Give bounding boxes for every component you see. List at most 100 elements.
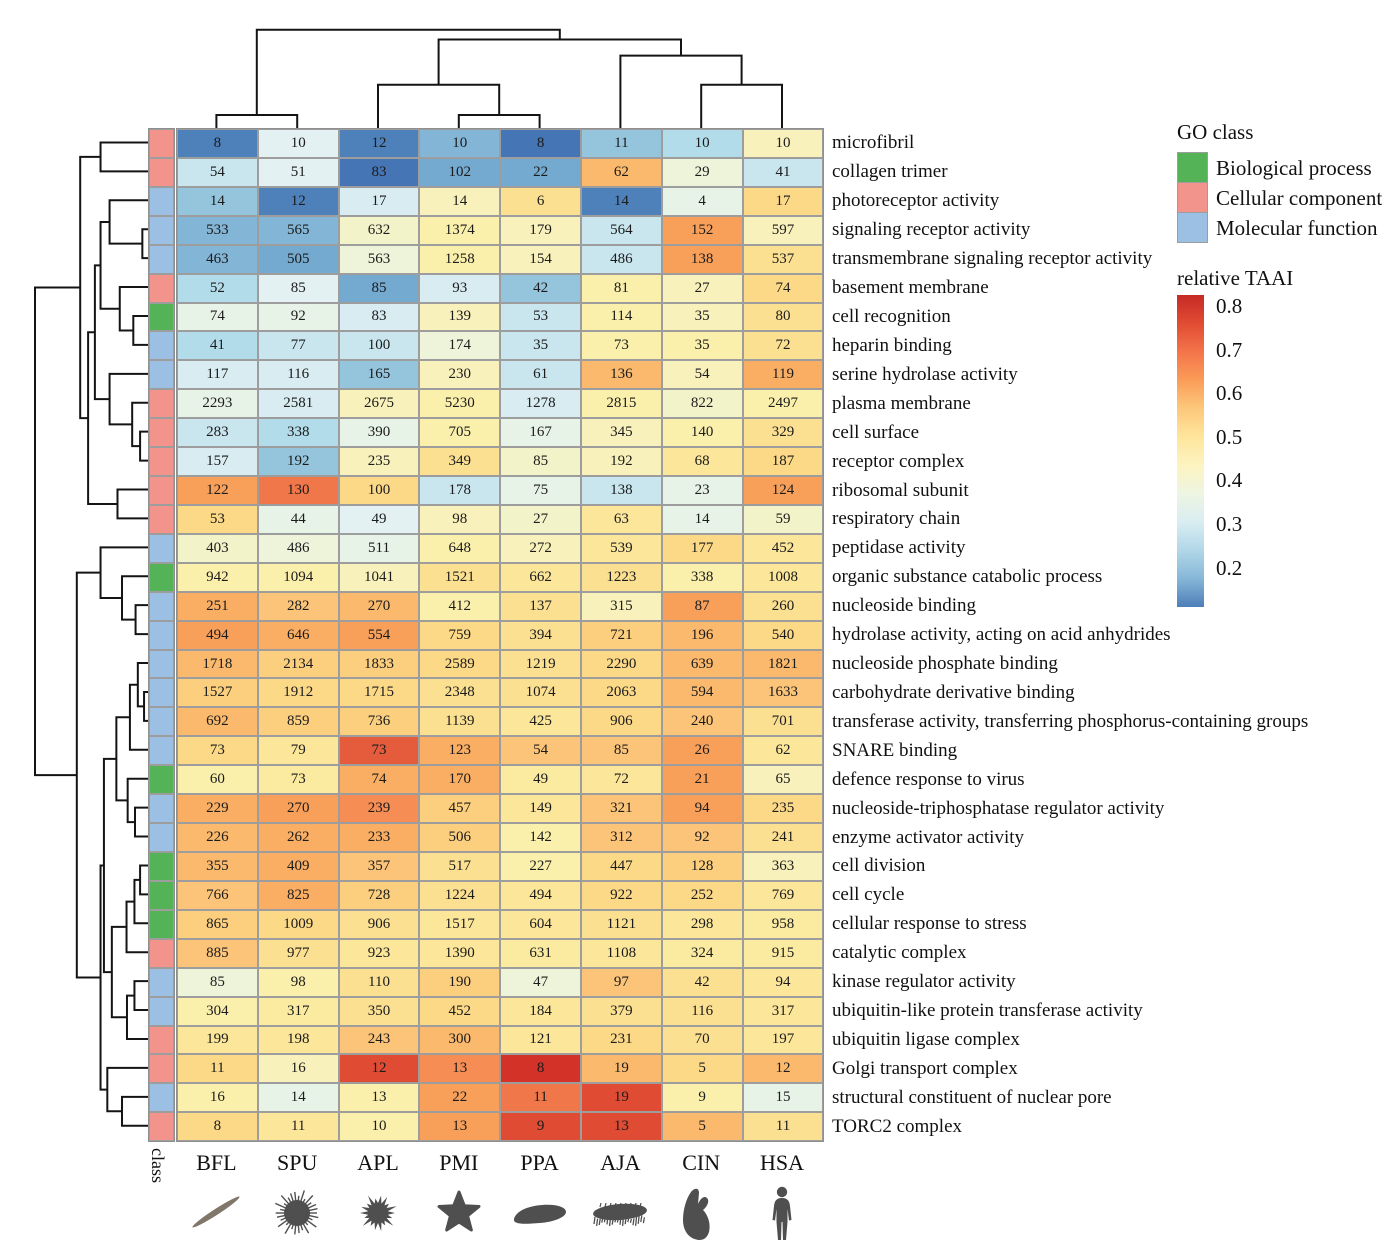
heatmap-cell: 317 xyxy=(257,996,339,1026)
heatmap-cell: 338 xyxy=(661,562,743,592)
heatmap-cell: 192 xyxy=(580,447,662,477)
heatmap-cell: 338 xyxy=(257,418,339,448)
heatmap-cell: 17 xyxy=(742,186,824,216)
heatmap-cell: 53 xyxy=(500,302,581,332)
column-dendrogram xyxy=(215,28,783,128)
heatmap-cell: 11 xyxy=(257,1112,339,1142)
row-label: kinase regulator activity xyxy=(832,971,1016,993)
heatmap-cell: 142 xyxy=(500,823,581,852)
heatmap-cell: 240 xyxy=(661,707,743,737)
heatmap-cell: 11 xyxy=(500,1083,581,1113)
heatmap-cell: 27 xyxy=(661,273,743,303)
heatmap-cell: 137 xyxy=(500,591,581,621)
heatmap-cell: 272 xyxy=(500,533,581,563)
heatmap-cell: 2497 xyxy=(742,389,824,419)
heatmap-cell: 235 xyxy=(338,447,420,477)
heatmap-cell: 54 xyxy=(661,360,743,390)
heatmap-cell: 149 xyxy=(500,794,581,824)
heatmap-cell: 61 xyxy=(500,360,581,390)
heatmap-cell: 425 xyxy=(500,707,581,737)
heatmap-cell: 116 xyxy=(257,360,339,390)
class-strip-cell xyxy=(149,244,174,274)
legend-swatch-cc xyxy=(1177,182,1208,213)
class-strip-cell xyxy=(149,1112,174,1142)
heatmap-cell: 62 xyxy=(742,736,824,766)
heatmap-cell: 73 xyxy=(177,736,258,766)
heatmap-cell: 825 xyxy=(257,880,339,910)
heatmap-cell: 1912 xyxy=(257,678,339,708)
heatmap-cell: 11 xyxy=(177,1054,258,1084)
column-label-pmi: PMI xyxy=(439,1150,479,1175)
heatmap-cell: 705 xyxy=(419,418,501,448)
heatmap-cell: 463 xyxy=(177,244,258,274)
heatmap-cell: 554 xyxy=(338,620,420,650)
heatmap-cell: 49 xyxy=(500,765,581,795)
heatmap-cell: 540 xyxy=(742,620,824,650)
row-label: photoreceptor activity xyxy=(832,190,1000,212)
heatmap-cell: 74 xyxy=(177,302,258,332)
heatmap-cell: 49 xyxy=(338,504,420,534)
heatmap-cell: 47 xyxy=(500,967,581,997)
heatmap-cell: 282 xyxy=(257,591,339,621)
spiky-sea-cucumber-icon xyxy=(593,1202,648,1227)
heatmap-cell: 42 xyxy=(661,967,743,997)
heatmap-cell: 122 xyxy=(177,476,258,505)
heatmap-cell: 447 xyxy=(580,851,662,881)
colorbar-tick: 0.2 xyxy=(1216,555,1243,580)
class-strip-cell xyxy=(149,620,174,650)
legend-label: Biological process xyxy=(1216,156,1372,180)
column-label-hsa: HSA xyxy=(759,1150,804,1175)
heatmap-cell: 85 xyxy=(177,967,258,997)
class-strip-cell xyxy=(149,938,174,968)
heatmap-cell: 8 xyxy=(500,1054,581,1084)
colorbar-tick: 0.5 xyxy=(1216,424,1243,449)
heatmap-cell: 138 xyxy=(580,476,662,505)
heatmap-cell: 300 xyxy=(419,1025,501,1055)
heatmap-cell: 124 xyxy=(742,476,824,505)
heatmap-cell: 766 xyxy=(177,880,258,910)
row-label: basement membrane xyxy=(832,277,989,299)
heatmap-cell: 100 xyxy=(338,476,420,505)
class-strip-cell xyxy=(149,273,174,303)
heatmap-cell: 42 xyxy=(500,273,581,303)
heatmap-cell: 759 xyxy=(419,620,501,650)
heatmap-cell: 14 xyxy=(177,186,258,216)
heatmap-cell: 44 xyxy=(257,504,339,534)
starfish-icon xyxy=(437,1190,481,1232)
colorbar-tick: 0.3 xyxy=(1216,512,1243,537)
heatmap-cell: 648 xyxy=(419,533,501,563)
heatmap-cell: 859 xyxy=(257,707,339,737)
heatmap-cell: 123 xyxy=(419,736,501,766)
heatmap-cell: 2290 xyxy=(580,649,662,679)
heatmap-cell: 241 xyxy=(742,823,824,852)
heatmap-cell: 1009 xyxy=(257,909,339,939)
legend-swatch-mf xyxy=(1177,212,1208,243)
heatmap-cell: 412 xyxy=(419,591,501,621)
heatmap-cell: 196 xyxy=(661,620,743,650)
heatmap-cell: 1833 xyxy=(338,649,420,679)
heatmap-cell: 345 xyxy=(580,418,662,448)
heatmap-cell: 1224 xyxy=(419,880,501,910)
heatmap-cell: 81 xyxy=(580,273,662,303)
heatmap-cell: 270 xyxy=(257,794,339,824)
row-label: transferase activity, transferring phosp… xyxy=(832,710,1309,732)
heatmap-cell: 17 xyxy=(338,186,420,216)
crown-of-thorns-starfish-icon xyxy=(359,1195,397,1232)
class-strip-cell xyxy=(149,533,174,563)
row-label: structural constituent of nuclear pore xyxy=(832,1086,1112,1108)
row-label: hydrolase activity, acting on acid anhyd… xyxy=(832,624,1171,646)
heatmap-cell: 260 xyxy=(742,591,824,621)
class-strip-cell xyxy=(149,504,174,534)
heatmap-cell: 35 xyxy=(661,331,743,361)
heatmap-cell: 304 xyxy=(177,996,258,1026)
heatmap-cell: 315 xyxy=(580,591,662,621)
column-label-spu: SPU xyxy=(277,1150,318,1175)
heatmap-cell: 662 xyxy=(500,562,581,592)
heatmap-cell: 10 xyxy=(661,129,743,158)
heatmap-cell: 92 xyxy=(257,302,339,332)
heatmap-cell: 102 xyxy=(419,157,501,187)
heatmap-cell: 922 xyxy=(580,880,662,910)
row-label: receptor complex xyxy=(832,450,965,472)
heatmap-cell: 178 xyxy=(419,476,501,505)
heatmap-cell: 8 xyxy=(500,129,581,158)
